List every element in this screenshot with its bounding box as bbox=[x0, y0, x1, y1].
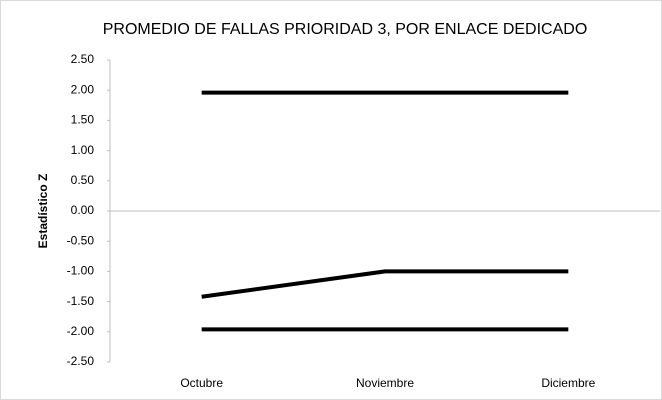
y-tick-label: 0.50 bbox=[71, 173, 95, 187]
y-tick-label: 0.00 bbox=[71, 203, 95, 217]
y-tick-label: 2.00 bbox=[71, 82, 95, 96]
series-line bbox=[201, 269, 569, 299]
x-tick-label: Noviembre bbox=[356, 376, 414, 390]
y-tick-label: 1.50 bbox=[71, 113, 95, 127]
y-tick-label: -1.50 bbox=[67, 294, 95, 308]
y-axis-label: Estadístico Z bbox=[36, 174, 50, 249]
y-tick-label: -2.50 bbox=[67, 354, 95, 368]
y-tick-label: 1.00 bbox=[71, 143, 95, 157]
y-tick-label: -0.50 bbox=[67, 233, 95, 247]
y-tick-label: -2.00 bbox=[67, 324, 95, 338]
chart-title: PROMEDIO DE FALLAS PRIORIDAD 3, POR ENLA… bbox=[103, 21, 588, 38]
y-tick-label: 2.50 bbox=[71, 52, 95, 66]
x-tick-label: Diciembre bbox=[541, 376, 595, 390]
x-tick-label: Octubre bbox=[180, 376, 223, 390]
y-tick-label: -1.00 bbox=[67, 264, 95, 278]
